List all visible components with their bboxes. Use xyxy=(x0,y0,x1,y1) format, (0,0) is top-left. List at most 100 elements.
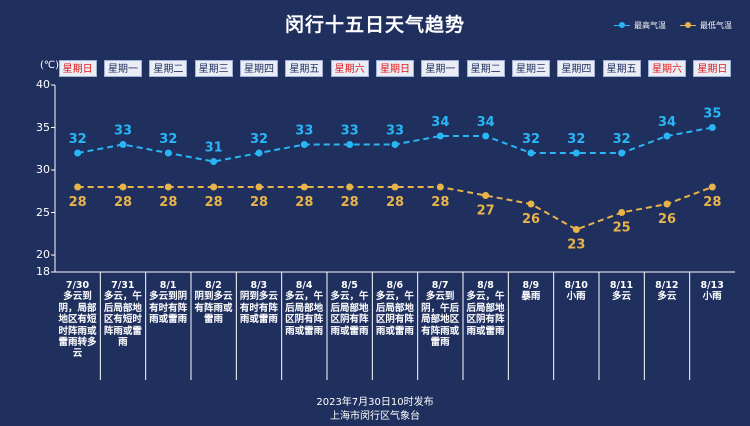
low-temp-label: 28 xyxy=(69,195,87,210)
day-cell: 8/3 阴到多云有时有阵雨或雷雨 xyxy=(236,272,281,380)
day-date: 8/4 xyxy=(295,280,313,291)
high-temp-point xyxy=(572,149,580,157)
day-cell: 8/13 小雨 xyxy=(690,272,735,380)
y-tick-label: 40 xyxy=(36,78,50,91)
high-temp-label: 34 xyxy=(658,115,676,130)
high-temp-label: 32 xyxy=(567,132,585,147)
day-date: 7/30 xyxy=(65,280,90,291)
day-weather-text: 暴雨 xyxy=(521,291,541,303)
day-weather-text: 多云到阴，局部地区有短时阵雨或雷雨转多云 xyxy=(58,291,97,360)
day-cell: 8/12 多云 xyxy=(644,272,689,380)
high-temp-point xyxy=(74,149,82,157)
high-temp-label: 34 xyxy=(477,115,495,130)
day-date: 8/1 xyxy=(159,280,177,291)
low-temp-line xyxy=(77,186,713,231)
day-cell: 8/6 多云，午后局部地区阴有阵雨或雷雨 xyxy=(372,272,417,380)
day-weather-text: 多云，午后局部地区有短时阵雨或雷雨 xyxy=(103,291,142,349)
high-temp-label: 33 xyxy=(114,124,132,139)
weekday-label: 星期三 xyxy=(512,60,550,77)
weekday-label: 星期三 xyxy=(194,60,233,77)
day-weather-text: 多云 xyxy=(657,291,677,303)
legend-item-low[interactable]: 最低气温 xyxy=(680,20,732,31)
day-weather-text: 多云到阴，午后局部地区有阵雨或雷雨 xyxy=(421,291,460,349)
day-weather-text: 阴到多云有时有阵雨或雷雨 xyxy=(239,291,278,326)
low-temp-label: 28 xyxy=(431,195,449,210)
day-weather-text: 多云，午后局部地区阴有阵雨或雷雨 xyxy=(285,291,324,337)
weekday-label: 星期二 xyxy=(149,60,188,77)
day-weather-text: 小雨 xyxy=(566,291,586,303)
high-temp-point xyxy=(708,124,716,131)
day-weather-text: 小雨 xyxy=(702,291,722,303)
low-temp-point xyxy=(482,192,490,199)
chart-title: 闵行十五日天气趋势 xyxy=(284,14,465,36)
high-temp-label: 34 xyxy=(431,115,449,130)
legend-item-high[interactable]: 最高气温 xyxy=(614,20,666,31)
day-cell: 8/1 多云到阴有时有阵雨或雷雨 xyxy=(146,272,191,380)
high-temp-label: 32 xyxy=(69,132,87,147)
weekday-label: 星期日 xyxy=(693,60,732,77)
high-temp-label: 32 xyxy=(613,132,631,147)
legend: 最高气温 最低气温 xyxy=(614,20,732,31)
legend-high-label: 最高气温 xyxy=(634,21,666,30)
high-temp-point xyxy=(618,149,626,157)
low-temp-point xyxy=(119,183,127,191)
low-temp-point xyxy=(663,200,671,208)
low-temp-point xyxy=(618,209,626,216)
low-temp-point xyxy=(391,183,399,191)
low-temp-label: 25 xyxy=(613,221,631,236)
low-temp-point xyxy=(346,183,354,191)
high-temp-label: 33 xyxy=(386,124,404,139)
weekday-label: 星期四 xyxy=(240,60,278,77)
legend-low-swatch xyxy=(680,22,696,28)
high-temp-label: 33 xyxy=(341,124,359,139)
day-cell: 8/7 多云到阴，午后局部地区有阵雨或雷雨 xyxy=(418,272,463,380)
y-tick-label: 30 xyxy=(36,163,50,176)
weekday-label: 星期日 xyxy=(376,60,414,77)
day-cell: 8/4 多云，午后局部地区阴有阵雨或雷雨 xyxy=(282,272,327,380)
low-temp-point xyxy=(210,183,218,191)
low-temp-point xyxy=(164,183,172,191)
low-temp-label: 26 xyxy=(658,212,676,227)
low-temp-point xyxy=(708,183,716,191)
weekday-label: 星期五 xyxy=(602,60,641,77)
y-tick-label: 20 xyxy=(36,248,50,261)
high-temp-point xyxy=(436,132,444,140)
low-temp-label: 28 xyxy=(703,195,721,210)
low-temp-label: 23 xyxy=(567,238,585,253)
weekday-label: 星期六 xyxy=(330,60,369,77)
day-cell: 8/8 多云，午后局部地区阴有阵雨或雷雨 xyxy=(463,272,508,380)
low-temp-label: 28 xyxy=(159,195,177,210)
high-temp-point xyxy=(482,132,490,140)
day-date: 8/3 xyxy=(250,280,268,291)
low-temp-point xyxy=(436,183,444,191)
day-weather-text: 阴到多云有阵雨或雷雨 xyxy=(194,291,233,326)
low-temp-point xyxy=(572,226,580,233)
low-temp-point xyxy=(527,200,535,208)
weekday-label: 星期日 xyxy=(58,60,97,77)
high-temp-label: 32 xyxy=(250,132,268,147)
y-axis-unit: (℃) xyxy=(40,60,60,71)
low-temp-point xyxy=(300,183,308,191)
y-tick-label: 25 xyxy=(36,205,50,219)
high-temp-point xyxy=(300,141,308,148)
day-date: 8/9 xyxy=(522,280,540,291)
high-temp-label: 32 xyxy=(522,132,540,147)
weekday-label: 星期六 xyxy=(648,60,686,77)
day-date: 8/10 xyxy=(564,280,588,291)
day-cell: 8/5 多云，午后局部地区阴有阵雨或雷雨 xyxy=(327,272,372,380)
day-date: 8/13 xyxy=(700,280,724,291)
day-date: 8/6 xyxy=(386,280,404,291)
weekday-label: 星期五 xyxy=(285,60,324,77)
day-weather-text: 多云到阴有时有阵雨或雷雨 xyxy=(149,291,188,326)
day-cell: 8/10 小雨 xyxy=(554,272,599,380)
high-temp-label: 35 xyxy=(703,107,721,122)
high-temp-point xyxy=(346,141,354,148)
legend-low-label: 最低气温 xyxy=(700,21,732,30)
day-weather-text: 多云 xyxy=(611,291,631,303)
day-weather-text: 多云，午后局部地区阴有阵雨或雷雨 xyxy=(466,291,505,337)
day-cell: 7/30 多云到阴，局部地区有短时阵雨或雷雨转多云 xyxy=(55,272,100,380)
weekday-label: 星期四 xyxy=(557,60,596,77)
low-temp-label: 28 xyxy=(114,195,132,210)
high-temp-point xyxy=(255,149,263,157)
high-temp-label: 33 xyxy=(295,124,313,139)
